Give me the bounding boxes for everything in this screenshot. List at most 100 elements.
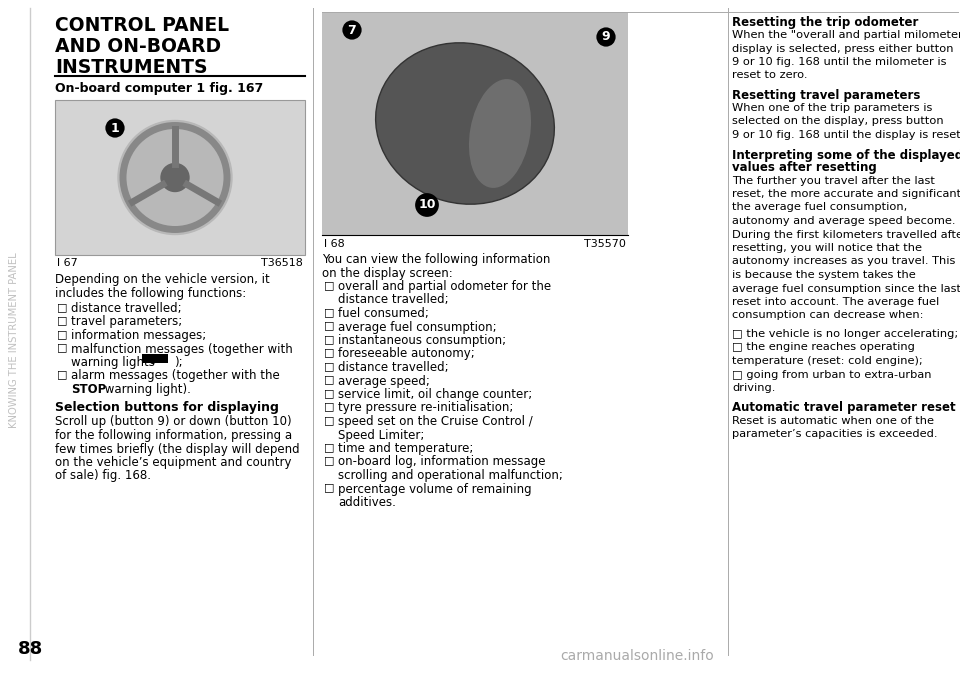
Text: display is selected, press either button: display is selected, press either button — [732, 43, 953, 54]
Text: □: □ — [324, 456, 334, 466]
Text: speed set on the Cruise Control /: speed set on the Cruise Control / — [338, 415, 533, 428]
Text: driving.: driving. — [732, 383, 776, 393]
Text: □: □ — [57, 342, 67, 353]
Text: □: □ — [324, 361, 334, 371]
Bar — [142, 354, 168, 363]
Text: Scroll up (button 9) or down (button 10): Scroll up (button 9) or down (button 10) — [55, 416, 292, 428]
Text: autonomy increases as you travel. This: autonomy increases as you travel. This — [732, 256, 955, 266]
Text: 9 or 10 fig. 168 until the display is reset.: 9 or 10 fig. 168 until the display is re… — [732, 130, 960, 140]
Text: □: □ — [324, 307, 334, 317]
Text: values after resetting: values after resetting — [732, 161, 876, 174]
Text: AND ON-BOARD: AND ON-BOARD — [55, 37, 221, 56]
FancyArrowPatch shape — [147, 357, 157, 361]
Text: l 68: l 68 — [324, 239, 345, 249]
Text: parameter’s capacities is exceeded.: parameter’s capacities is exceeded. — [732, 429, 938, 439]
Text: selected on the display, press button: selected on the display, press button — [732, 117, 944, 127]
Text: T36518: T36518 — [261, 258, 303, 268]
Text: l 67: l 67 — [57, 258, 78, 268]
Text: Interpreting some of the displayed: Interpreting some of the displayed — [732, 148, 960, 161]
Text: 9 or 10 fig. 168 until the milometer is: 9 or 10 fig. 168 until the milometer is — [732, 57, 947, 67]
Text: CONTROL PANEL: CONTROL PANEL — [55, 16, 229, 35]
Text: average fuel consumption since the last: average fuel consumption since the last — [732, 283, 960, 294]
Text: □: □ — [57, 329, 67, 339]
Text: the average fuel consumption,: the average fuel consumption, — [732, 203, 907, 212]
Text: 7: 7 — [348, 24, 356, 37]
Text: You can view the following information: You can view the following information — [322, 253, 550, 266]
Text: □: □ — [57, 315, 67, 325]
Text: temperature (reset: cold engine);: temperature (reset: cold engine); — [732, 356, 923, 366]
Text: distance travelled;: distance travelled; — [71, 302, 181, 315]
Text: 9: 9 — [602, 31, 611, 43]
Text: 10: 10 — [419, 199, 436, 212]
Text: malfunction messages (together with: malfunction messages (together with — [71, 342, 293, 355]
Text: □ the vehicle is no longer accelerating;: □ the vehicle is no longer accelerating; — [732, 329, 958, 339]
Text: consumption can decrease when:: consumption can decrease when: — [732, 311, 924, 321]
Text: Speed Limiter;: Speed Limiter; — [338, 428, 424, 441]
Text: 1: 1 — [110, 121, 119, 134]
Text: □ the engine reaches operating: □ the engine reaches operating — [732, 342, 915, 353]
Text: carmanualsonline.info: carmanualsonline.info — [560, 649, 713, 663]
Text: During the first kilometers travelled after: During the first kilometers travelled af… — [732, 229, 960, 239]
Text: alarm messages (together with the: alarm messages (together with the — [71, 370, 279, 382]
Text: travel parameters;: travel parameters; — [71, 315, 182, 329]
Text: additives.: additives. — [338, 496, 396, 509]
Text: □ going from urban to extra-urban: □ going from urban to extra-urban — [732, 370, 931, 380]
Text: INSTRUMENTS: INSTRUMENTS — [55, 58, 207, 77]
Text: 88: 88 — [18, 640, 43, 658]
Text: fuel consumed;: fuel consumed; — [338, 307, 429, 320]
Text: When the "overall and partial milometer": When the "overall and partial milometer" — [732, 30, 960, 40]
Text: □: □ — [324, 483, 334, 492]
Text: time and temperature;: time and temperature; — [338, 442, 473, 455]
Text: □: □ — [324, 334, 334, 344]
Text: on the vehicle’s equipment and country: on the vehicle’s equipment and country — [55, 456, 292, 469]
Text: average speed;: average speed; — [338, 374, 430, 388]
Text: Selection buttons for displaying: Selection buttons for displaying — [55, 401, 278, 414]
Bar — [55, 100, 305, 255]
Text: reset, the more accurate and significant: reset, the more accurate and significant — [732, 189, 960, 199]
Text: is because the system takes the: is because the system takes the — [732, 270, 916, 280]
Text: The further you travel after the last: The further you travel after the last — [732, 176, 935, 186]
Text: scrolling and operational malfunction;: scrolling and operational malfunction; — [338, 469, 563, 482]
Text: information messages;: information messages; — [71, 329, 206, 342]
Text: on the display screen:: on the display screen: — [322, 266, 453, 279]
Circle shape — [161, 163, 189, 191]
Text: Resetting travel parameters: Resetting travel parameters — [732, 89, 921, 102]
Text: distance travelled;: distance travelled; — [338, 361, 448, 374]
Text: distance travelled;: distance travelled; — [338, 294, 448, 306]
Text: □: □ — [324, 321, 334, 330]
Text: instantaneous consumption;: instantaneous consumption; — [338, 334, 506, 347]
Text: □: □ — [324, 442, 334, 452]
Text: for the following information, pressing a: for the following information, pressing … — [55, 429, 292, 442]
Text: □: □ — [57, 302, 67, 312]
Text: few times briefly (the display will depend: few times briefly (the display will depe… — [55, 443, 300, 456]
Text: When one of the trip parameters is: When one of the trip parameters is — [732, 103, 932, 113]
Text: □: □ — [324, 415, 334, 425]
Text: includes the following functions:: includes the following functions: — [55, 287, 247, 300]
Text: □: □ — [324, 401, 334, 412]
Text: Automatic travel parameter reset: Automatic travel parameter reset — [732, 401, 955, 414]
Text: □: □ — [324, 280, 334, 290]
Text: overall and partial odometer for the: overall and partial odometer for the — [338, 280, 551, 293]
Text: average fuel consumption;: average fuel consumption; — [338, 321, 496, 334]
Bar — [322, 12, 628, 235]
Text: □: □ — [324, 374, 334, 384]
Text: reset into account. The average fuel: reset into account. The average fuel — [732, 297, 939, 307]
Text: On-board computer 1 fig. 167: On-board computer 1 fig. 167 — [55, 82, 263, 95]
Text: on-board log, information message: on-board log, information message — [338, 456, 545, 468]
Ellipse shape — [468, 79, 531, 188]
Text: foreseeable autonomy;: foreseeable autonomy; — [338, 348, 475, 361]
Text: □: □ — [324, 348, 334, 357]
Text: warning light).: warning light). — [101, 383, 191, 396]
Text: □: □ — [324, 388, 334, 398]
Text: reset to zero.: reset to zero. — [732, 71, 807, 81]
Text: tyre pressure re-initialisation;: tyre pressure re-initialisation; — [338, 401, 514, 414]
Text: of sale) fig. 168.: of sale) fig. 168. — [55, 469, 151, 483]
Circle shape — [118, 121, 232, 235]
Text: percentage volume of remaining: percentage volume of remaining — [338, 483, 532, 496]
Ellipse shape — [375, 43, 554, 204]
Text: Reset is automatic when one of the: Reset is automatic when one of the — [732, 416, 934, 426]
Text: );: ); — [174, 356, 182, 369]
Text: Depending on the vehicle version, it: Depending on the vehicle version, it — [55, 273, 270, 286]
Text: Resetting the trip odometer: Resetting the trip odometer — [732, 16, 919, 29]
Text: autonomy and average speed become.: autonomy and average speed become. — [732, 216, 955, 226]
